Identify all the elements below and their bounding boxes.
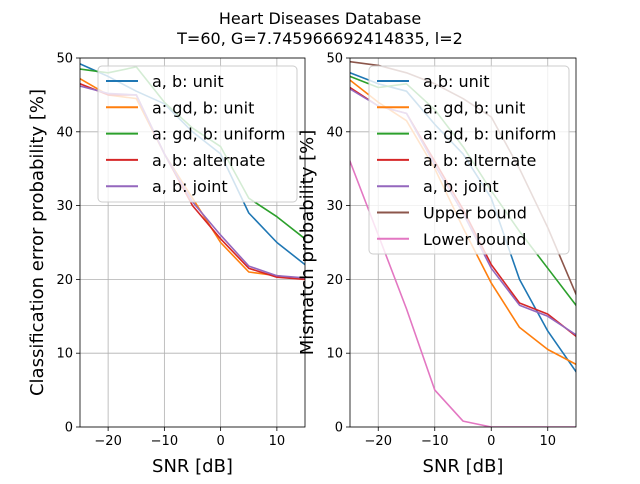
suptitle-line-1: Heart Diseases Database [219,9,421,28]
right-legend-label-a-b-unit: a,b: unit [423,72,490,91]
left-legend-label-a-b-unit: a, b: unit [152,72,224,91]
right-legend-label-a-b-alternate: a, b: alternate [423,151,536,170]
right-x-tick-label: −10 [421,434,448,449]
left-y-tick-label: 40 [56,125,73,140]
left-x-axis-label: SNR [dB] [152,456,233,477]
right-ticks: −20 −10 0 10 0 10 20 30 40 50 [326,52,556,450]
right-legend-label-upper-bound: Upper bound [423,204,527,223]
right-legend-label-a-b-joint: a, b: joint [423,177,499,196]
right-y-axis-label: Mismatch probability [%] [297,130,318,355]
right-y-tick-label: 10 [326,347,343,362]
right-y-tick-label: 50 [326,52,343,67]
left-y-tick-label: 30 [56,199,73,214]
right-y-tick-label: 40 [326,125,343,140]
left-legend-label-a-b-alternate: a, b: alternate [152,151,265,170]
left-legend-label-a-gd-b-uniform: a: gd, b: uniform [152,125,285,144]
right-chart-panel: −20 −10 0 10 0 10 20 30 40 50 SNR [dB] Mismatch p… [297,52,577,477]
right-legend: a,b: unit a: gd, b: unit a: gd, b: uniform… [368,65,570,255]
left-legend: a, b: unit a: gd, b: unit a: gd, b: unifor… [97,65,298,203]
right-x-axis-label: SNR [dB] [423,456,504,477]
left-plot-frame [79,57,306,428]
right-x-tick-label: 10 [539,434,556,449]
right-legend-label-lower-bound: Lower bound [423,230,526,249]
left-x-tick-label: −10 [151,434,178,449]
right-legend-label-a-gd-b-uniform: a: gd, b: uniform [423,125,556,144]
left-x-tick-label: 0 [216,434,224,449]
right-plot-frame [349,57,577,428]
right-legend-label-a-gd-b-unit: a: gd, b: unit [423,98,525,117]
right-y-tick-label: 30 [326,199,343,214]
right-y-tick-label: 20 [326,273,343,288]
right-legend-box [368,65,570,255]
right-series-lower-bound [350,160,576,427]
left-y-tick-label: 0 [65,421,73,436]
left-legend-label-a-gd-b-unit: a: gd, b: unit [152,98,254,117]
left-y-tick-label: 50 [56,52,73,67]
left-legend-box [97,65,298,203]
left-chart-panel: −20 −10 0 10 0 10 20 30 40 50 SNR [dB] Classifica… [27,52,306,477]
suptitle-line-2: T=60, G=7.745966692414835, l=2 [176,29,463,48]
left-ticks: −20 −10 0 10 0 10 20 30 40 50 [56,52,285,450]
left-y-axis-label: Classification error probability [%] [27,89,48,396]
left-y-tick-label: 20 [56,273,73,288]
left-y-tick-label: 10 [56,347,73,362]
right-y-tick-label: 0 [335,421,343,436]
right-x-tick-label: 0 [487,434,495,449]
left-x-tick-label: 10 [269,434,286,449]
right-x-tick-label: −20 [365,434,392,449]
left-legend-label-a-b-joint: a, b: joint [152,177,228,196]
left-x-tick-label: −20 [94,434,121,449]
